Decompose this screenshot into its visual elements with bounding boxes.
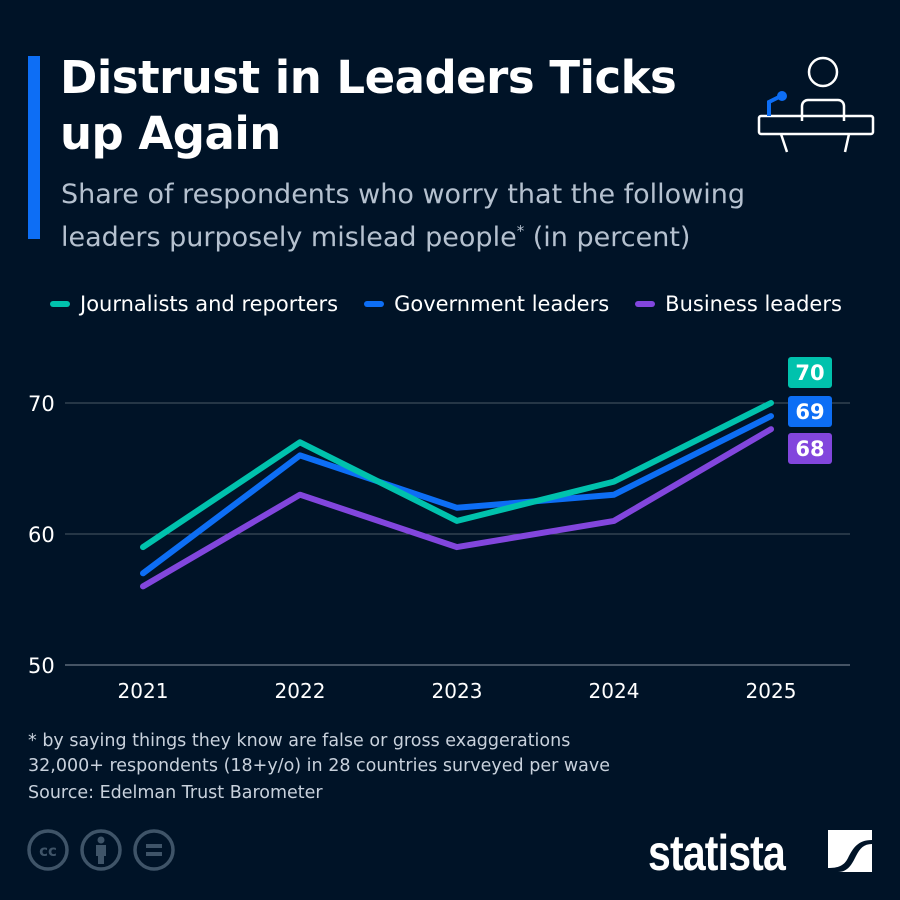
x-tick-label: 2024 [589, 679, 640, 703]
legend-label: Business leaders [665, 292, 842, 316]
logo-text: statista [648, 825, 786, 881]
no-derivatives-icon[interactable] [132, 828, 176, 872]
x-tick-label: 2021 [118, 679, 169, 703]
legend-swatch [364, 301, 385, 307]
y-tick-label: 70 [28, 392, 55, 416]
license-icons: cc [26, 828, 176, 872]
source-note: Source: Edelman Trust Barometer [28, 783, 323, 803]
subtitle-unit: (in percent) [524, 222, 691, 253]
legend-label: Journalists and reporters [80, 292, 339, 316]
end-label: 70 [795, 361, 824, 385]
legend-swatch [635, 301, 656, 307]
x-tick-label: 2025 [746, 679, 797, 703]
subtitle-text: Share of respondents who worry that the … [61, 179, 746, 253]
accent-bar [28, 56, 40, 239]
sample-note: 32,000+ respondents (18+y/o) in 28 count… [28, 756, 611, 776]
x-tick-label: 2023 [432, 679, 483, 703]
svg-text:cc: cc [39, 842, 57, 860]
legend-item-government: Government leaders [364, 292, 609, 316]
series-line [140, 426, 774, 590]
series-line [140, 400, 774, 551]
legend-item-business: Business leaders [635, 292, 842, 316]
y-tick-label: 60 [28, 523, 55, 547]
chart-subtitle: Share of respondents who worry that the … [61, 176, 821, 256]
end-label: 68 [795, 437, 824, 461]
footnote-mark: * [516, 222, 525, 240]
end-label: 69 [795, 400, 824, 424]
y-tick-label: 50 [28, 654, 55, 678]
legend-item-journalists: Journalists and reporters [50, 292, 338, 316]
legend-swatch [50, 301, 70, 307]
chart-legend: Journalists and reporters Government lea… [50, 292, 842, 316]
legend-label: Government leaders [394, 292, 610, 316]
end-label-badge [788, 396, 832, 427]
end-label-badge [788, 357, 832, 388]
chart-title: Distrust in Leaders Ticks up Again [60, 51, 677, 160]
footnotes: * by saying things they know are false o… [28, 729, 610, 806]
statista-logo: statista [648, 824, 786, 882]
attribution-icon[interactable] [79, 828, 123, 872]
end-label-badge [788, 433, 832, 464]
x-tick-label: 2022 [275, 679, 326, 703]
podium-speaker-icon [757, 56, 875, 153]
creative-commons-icon[interactable]: cc [26, 828, 70, 872]
line-chart: 50 60 70 2021 2022 2023 2024 2025 70 69 68 [28, 357, 850, 703]
series-line [140, 413, 774, 577]
footnote: * by saying things they know are false o… [28, 731, 571, 751]
statista-logo-mark [828, 830, 872, 872]
